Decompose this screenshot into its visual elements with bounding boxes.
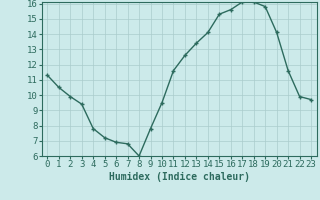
X-axis label: Humidex (Indice chaleur): Humidex (Indice chaleur) (109, 172, 250, 182)
